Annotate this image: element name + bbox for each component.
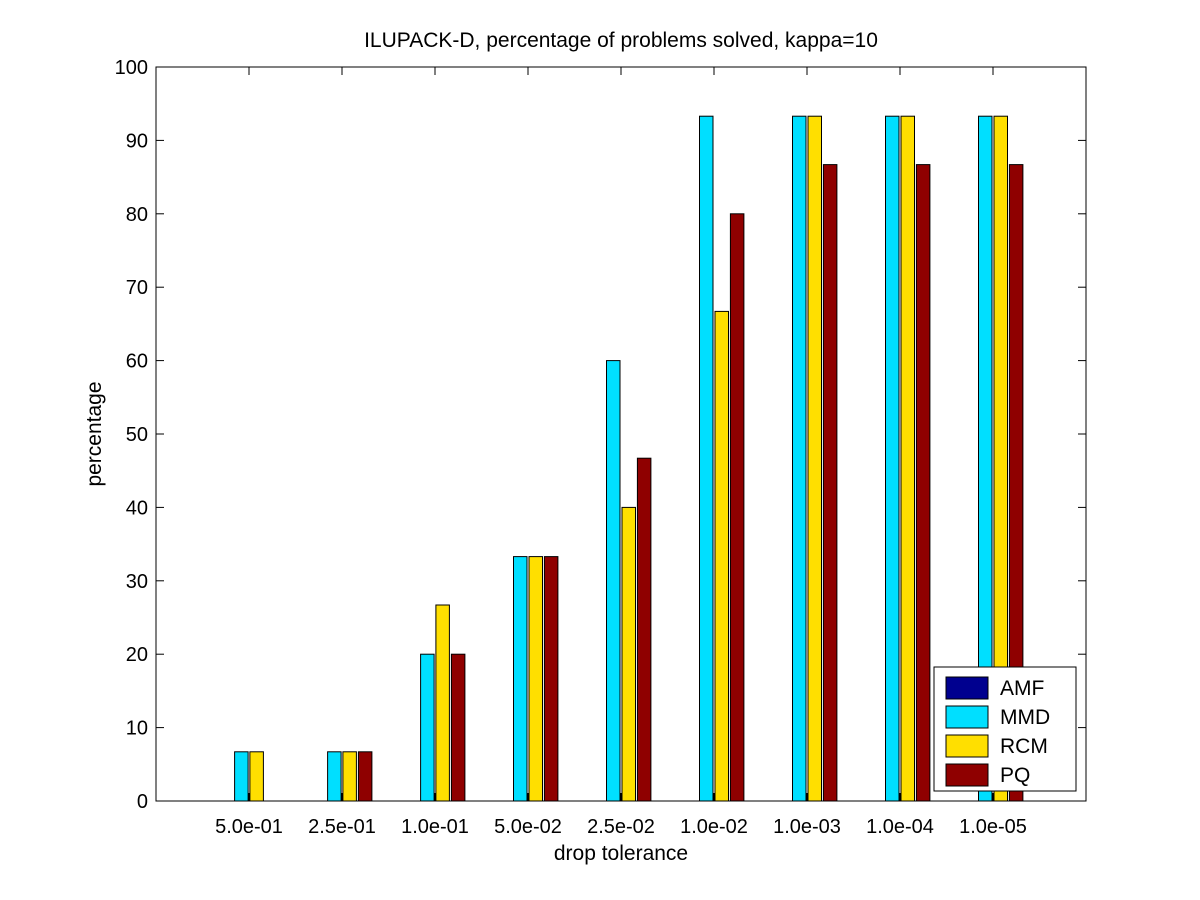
y-tick-label: 80 [126, 204, 148, 226]
bar-pq [1008, 164, 1024, 802]
x-tick-label: 1.0e-04 [866, 816, 934, 838]
legend-label-amf: AMF [1000, 677, 1044, 700]
bar-mmd [420, 653, 435, 802]
x-tick-label: 2.5e-01 [308, 816, 376, 838]
bar-mmd [513, 556, 528, 802]
y-tick-label: 20 [126, 644, 148, 666]
bar-pq [450, 653, 466, 802]
legend-swatch-mmd [945, 705, 989, 729]
y-axis-label: percentage [83, 381, 106, 486]
bar-rcm [621, 506, 636, 802]
x-tick-label: 2.5e-02 [587, 816, 655, 838]
legend-label-rcm: RCM [1000, 735, 1048, 758]
y-tick-label: 30 [126, 571, 148, 593]
bar-pq [543, 556, 559, 802]
axes-box [155, 66, 1087, 802]
y-tick-label: 90 [126, 130, 148, 152]
bar-rcm [900, 115, 915, 802]
bar-mmd [978, 115, 993, 802]
y-tick-label: 40 [126, 497, 148, 519]
x-tick-label: 1.0e-02 [680, 816, 748, 838]
bar-rcm [249, 751, 264, 802]
bar-mmd [885, 115, 900, 802]
bar-mmd [234, 751, 249, 802]
legend-swatch-amf [945, 676, 989, 700]
y-tick-label: 0 [137, 791, 148, 813]
bar-rcm [993, 115, 1008, 802]
bar-mmd [792, 115, 807, 802]
plot-area: 0 10 20 30 40 50 60 70 80 90 100 5.0e-01 2.5e-01 1.0e… [115, 57, 1087, 838]
bar-rcm [807, 115, 822, 802]
x-tick-label: 5.0e-01 [215, 816, 283, 838]
legend: AMF MMD RCM PQ [933, 666, 1077, 792]
x-tick-label: 5.0e-02 [494, 816, 562, 838]
legend-swatch-pq [945, 763, 989, 787]
bar-pq [636, 457, 652, 802]
y-tick-label: 50 [126, 424, 148, 446]
bar-rcm [528, 556, 543, 802]
y-tick-label: 60 [126, 351, 148, 373]
y-tick-label: 10 [126, 718, 148, 740]
x-tick-label: 1.0e-03 [773, 816, 841, 838]
legend-swatch-rcm [945, 734, 989, 758]
y-tick-label: 100 [115, 57, 148, 79]
bar-pq [357, 751, 373, 802]
bar-mmd [327, 751, 342, 802]
legend-label-pq: PQ [1000, 764, 1030, 787]
bar-rcm [714, 310, 729, 802]
bar-mmd [606, 360, 621, 802]
chart-title: ILUPACK-D, percentage of problems solved… [364, 29, 878, 52]
x-axis-label: drop tolerance [554, 842, 688, 865]
bar-rcm [435, 604, 450, 802]
y-tick-label: 70 [126, 277, 148, 299]
x-tick-label: 1.0e-05 [959, 816, 1027, 838]
bar-pq [915, 164, 931, 802]
bar-rcm [342, 751, 357, 802]
x-tick-label: 1.0e-01 [401, 816, 469, 838]
bar-mmd [699, 115, 714, 802]
legend-label-mmd: MMD [1000, 706, 1050, 729]
bar-pq [729, 213, 745, 802]
bar-pq [822, 164, 838, 802]
